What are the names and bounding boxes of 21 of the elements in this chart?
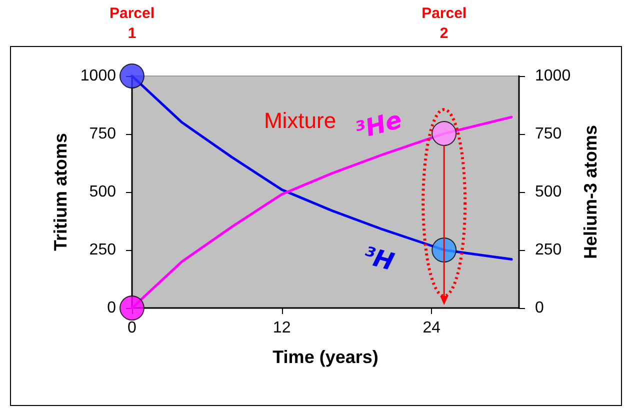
x-tick-label: 0 <box>128 320 137 336</box>
y-tick-label: 250 <box>89 242 116 258</box>
text: Parcel 1 <box>109 5 155 42</box>
y2-tick-label: 500 <box>535 184 562 200</box>
y2-tick-label: 250 <box>535 242 562 258</box>
y-tick-label: 750 <box>89 126 116 142</box>
annotation: Mixture <box>264 108 336 133</box>
x-tick-label: 24 <box>422 320 441 336</box>
y2-axis-title: Helium-3 atoms <box>580 124 600 260</box>
y2-tick-label: 0 <box>535 300 544 316</box>
x-axis-title: Time (years) <box>272 347 378 367</box>
text: Parcel 2 <box>422 5 467 42</box>
y2-tick-label: 1000 <box>535 68 571 84</box>
y-tick-label: 0 <box>107 300 116 316</box>
text: ³H <box>360 241 397 276</box>
y-tick-label: 1000 <box>80 68 116 84</box>
y2-tick-label: 750 <box>535 126 562 142</box>
y-axis-title: Tritium atoms <box>50 132 71 252</box>
text: ³He <box>352 106 405 145</box>
x-tick-label: 12 <box>272 320 291 336</box>
y-tick-label: 500 <box>89 184 116 200</box>
